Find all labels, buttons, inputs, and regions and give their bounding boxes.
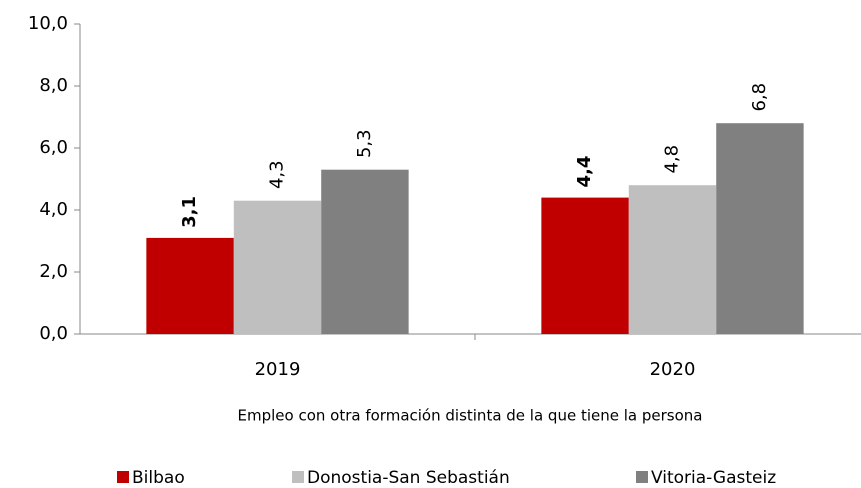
value-label: 4,8: [662, 145, 683, 174]
y-tick-label: 8,0: [39, 75, 68, 96]
bar: [716, 123, 804, 334]
y-tick-label: 2,0: [39, 261, 68, 282]
x-axis-title: Empleo con otra formación distinta de la…: [238, 407, 703, 425]
y-tick-label: 6,0: [39, 137, 68, 158]
value-label: 5,3: [354, 129, 375, 158]
legend-label: Bilbao: [132, 468, 185, 488]
x-tick-label: 2019: [255, 359, 301, 380]
x-tick-label: 2020: [650, 359, 696, 380]
legend-swatch: [292, 471, 304, 483]
bar: [628, 185, 717, 334]
y-tick-label: 0,0: [39, 323, 68, 344]
bar: [233, 200, 322, 334]
bar: [541, 197, 629, 334]
bar: [321, 169, 409, 334]
bar: [146, 237, 234, 334]
legend-swatch: [636, 471, 648, 483]
legend-label: Donostia-San Sebastián: [307, 468, 510, 488]
legend-label: Vitoria-Gasteiz: [651, 468, 776, 488]
y-tick-label: 4,0: [39, 199, 68, 220]
legend-swatch: [117, 471, 129, 483]
value-label: 4,4: [574, 156, 595, 188]
y-tick-label: 10,0: [28, 13, 68, 34]
value-label: 6,8: [749, 83, 770, 112]
value-label: 4,3: [267, 160, 288, 189]
value-label: 3,1: [179, 196, 200, 228]
